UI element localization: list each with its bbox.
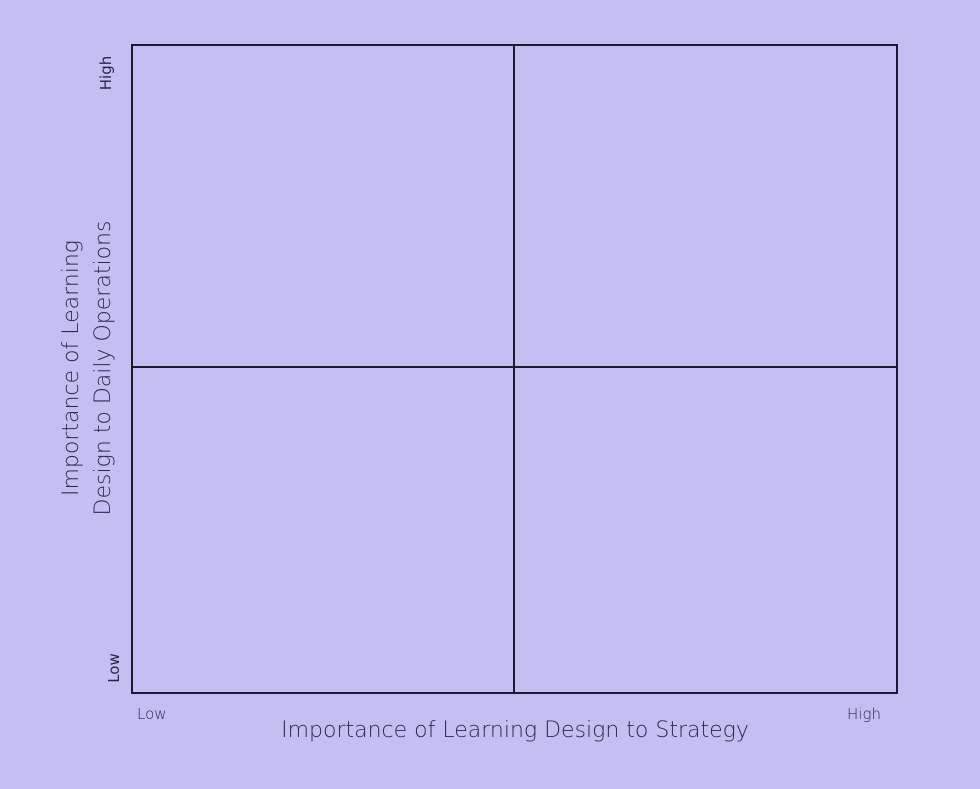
y-axis-low-label: Low — [105, 653, 123, 683]
x-axis-low-label: Low — [137, 705, 167, 723]
x-axis-high-label: High — [847, 705, 881, 723]
horizontal-divider — [131, 366, 898, 368]
y-axis-high-label: High — [97, 55, 115, 91]
x-axis-title: Importance of Learning Design to Strateg… — [281, 718, 749, 743]
y-axis-title-line-1: Importance of Learning — [59, 240, 84, 497]
y-axis-title-line-2: Design to Daily Operations — [91, 220, 116, 516]
y-axis-title: Importance of Learning Design to Daily O… — [56, 218, 120, 518]
vertical-divider — [513, 44, 515, 694]
